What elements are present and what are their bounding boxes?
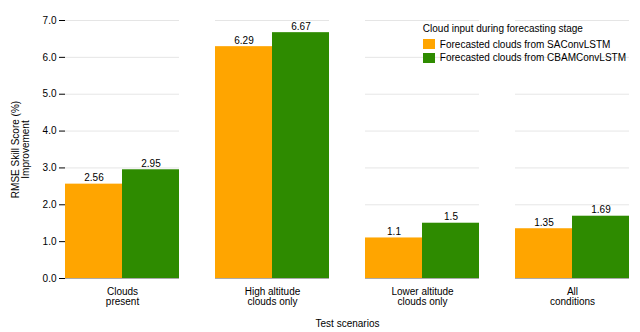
svg-text:1.5: 1.5 (444, 211, 458, 222)
svg-text:2.0: 2.0 (43, 199, 57, 210)
svg-text:Test scenarios: Test scenarios (316, 318, 380, 329)
svg-text:3.0: 3.0 (43, 162, 57, 173)
svg-text:6.67: 6.67 (291, 21, 311, 32)
svg-text:Lower altitudeclouds only: Lower altitudeclouds only (391, 286, 454, 307)
svg-text:4.0: 4.0 (43, 125, 57, 136)
svg-text:1.69: 1.69 (591, 204, 611, 215)
svg-text:Allconditions: Allconditions (550, 286, 595, 307)
svg-text:1.35: 1.35 (534, 217, 554, 228)
svg-text:RMSE Skill Score (%)Improvemen: RMSE Skill Score (%)Improvement (10, 101, 31, 198)
svg-text:6.0: 6.0 (43, 52, 57, 63)
html-text:Forecasted clouds from SAConvL: Forecasted clouds from SAConvLSTM (439, 38, 611, 50)
svg-text:2.95: 2.95 (141, 158, 161, 169)
svg-text:0.0: 0.0 (43, 273, 57, 284)
svg-text:1.1: 1.1 (387, 226, 401, 237)
svg-text:6.29: 6.29 (234, 35, 254, 46)
svg-text:Cloudspresent: Cloudspresent (106, 286, 140, 307)
svg-text:High altitudeclouds only: High altitudeclouds only (245, 286, 301, 307)
svg-text:5.0: 5.0 (43, 88, 57, 99)
html-text:Cloud input during forecasting: Cloud input during forecasting stage (422, 23, 583, 34)
html-text:Forecasted clouds from CBAMCon: Forecasted clouds from CBAMConvLSTM (439, 52, 626, 63)
svg-text:7.0: 7.0 (43, 15, 57, 26)
svg-text:2.56: 2.56 (84, 172, 104, 183)
svg-text:1.0: 1.0 (43, 236, 57, 247)
